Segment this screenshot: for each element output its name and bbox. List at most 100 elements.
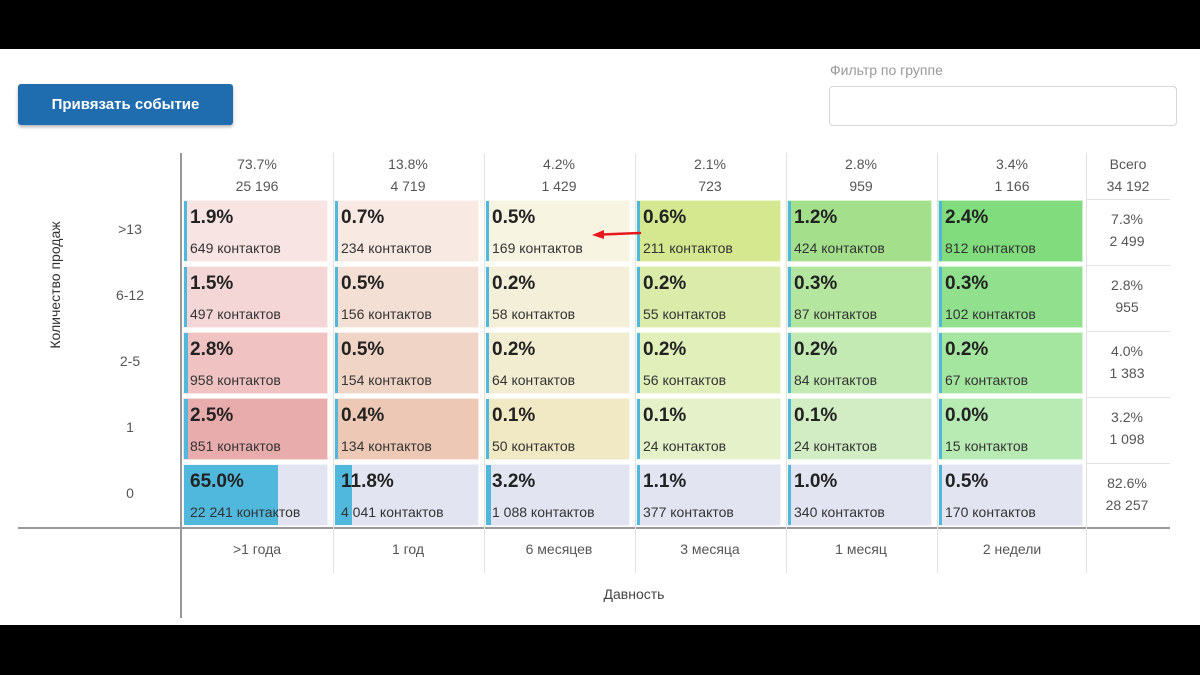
row-total: 4.0% 1 383 [1088,340,1166,384]
cell-contacts: 64 контактов [492,372,576,388]
cell-contacts: 87 контактов [794,306,878,322]
cell-contacts: 424 контактов [794,240,885,256]
group-filter-input[interactable] [829,86,1177,126]
cell-contacts: 22 241 контактов [190,504,301,520]
share-bar [184,201,187,261]
matrix-cell[interactable]: 0.2% 84 контактов [787,332,932,394]
arrow-annotation-icon [592,230,642,239]
share-bar [788,333,791,393]
cell-contacts: 812 контактов [945,240,1036,256]
matrix-cell[interactable]: 0.7% 234 контактов [334,200,479,262]
matrix-cell[interactable]: 0.0% 15 контактов [938,398,1083,460]
cell-share: 0.2% [643,273,687,294]
column-share: 2.8% [845,156,877,172]
cell-contacts: 55 контактов [643,306,727,322]
share-bar [335,465,352,525]
matrix-cell[interactable]: 0.1% 24 контактов [636,398,781,460]
column-count: 723 [698,178,722,194]
matrix-cell[interactable]: 1.2% 424 контактов [787,200,932,262]
matrix-cell[interactable]: 0.2% 67 контактов [938,332,1083,394]
row-total-count: 28 257 [1105,497,1149,513]
matrix-cell[interactable]: 0.6% 211 контактов [636,200,781,262]
cell-share: 0.4% [341,405,385,426]
share-bar [486,333,489,393]
cell-share: 0.0% [945,405,989,426]
matrix-cell[interactable]: 11.8% 4 041 контактов [334,464,479,526]
matrix-cell[interactable]: 2.5% 851 контактов [183,398,328,460]
cell-share: 65.0% [190,471,244,492]
matrix-cell[interactable]: 0.3% 87 контактов [787,266,932,328]
share-bar [335,201,338,261]
matrix-cell[interactable]: 1.1% 377 контактов [636,464,781,526]
matrix-cell[interactable]: 0.2% 58 контактов [485,266,630,328]
cell-contacts: 84 контактов [794,372,878,388]
cell-contacts: 154 контактов [341,372,432,388]
matrix-cell[interactable]: 0.5% 169 контактов [485,200,630,262]
column-separator [484,153,485,573]
grand-total-count: 34 192 [1106,178,1150,194]
column-count: 959 [849,178,873,194]
matrix-cell[interactable]: 1.9% 649 контактов [183,200,328,262]
share-bar [486,399,489,459]
y-axis-label: 0 [126,485,134,501]
cell-share: 0.5% [492,207,536,228]
matrix-cell[interactable]: 0.2% 55 контактов [636,266,781,328]
x-axis-label: 2 недели [982,541,1042,557]
bind-event-button[interactable]: Привязать событие [18,84,233,125]
column-share: 73.7% [237,156,277,172]
column-share: 2.1% [694,156,726,172]
matrix-cell[interactable]: 0.1% 24 контактов [787,398,932,460]
x-axis-title: Давность [603,586,665,602]
matrix-cell[interactable]: 2.4% 812 контактов [938,200,1083,262]
cell-contacts: 497 контактов [190,306,281,322]
matrix-cell[interactable]: 1.0% 340 контактов [787,464,932,526]
share-bar [788,201,791,261]
cell-share: 0.2% [794,339,838,360]
matrix-cell[interactable]: 1.5% 497 контактов [183,266,328,328]
matrix-cell[interactable]: 0.5% 154 контактов [334,332,479,394]
matrix-cell[interactable]: 0.1% 50 контактов [485,398,630,460]
matrix-cell[interactable]: 2.8% 958 контактов [183,332,328,394]
matrix-cell[interactable]: 0.5% 156 контактов [334,266,479,328]
matrix-cell[interactable]: 0.2% 64 контактов [485,332,630,394]
matrix-cell[interactable]: 0.4% 134 контактов [334,398,479,460]
cell-share: 0.6% [643,207,687,228]
row-total-count: 1 098 [1109,431,1145,447]
matrix-cell[interactable]: 0.2% 56 контактов [636,332,781,394]
share-bar [939,201,942,261]
column-header: 4.2% 1 429 [484,153,634,199]
share-bar [184,465,278,525]
cell-share: 1.9% [190,207,234,228]
cell-share: 0.1% [643,405,687,426]
share-bar [788,465,791,525]
row-total: 2.8% 955 [1088,274,1166,318]
share-bar [637,465,640,525]
cell-share: 1.5% [190,273,234,294]
matrix-cell[interactable]: 65.0% 22 241 контактов [183,464,328,526]
y-axis-label: 1 [126,419,134,435]
share-bar [637,399,640,459]
y-axis-title: Количество продаж [47,221,63,349]
cell-contacts: 234 контактов [341,240,432,256]
row-total-share: 2.8% [1111,277,1143,293]
share-bar [335,399,338,459]
share-bar [939,465,942,525]
group-filter-label: Фильтр по группе [830,62,943,78]
matrix-cell[interactable]: 0.3% 102 контактов [938,266,1083,328]
share-bar [939,399,942,459]
cell-contacts: 156 контактов [341,306,432,322]
y-axis-line [180,153,182,618]
share-bar [788,267,791,327]
share-bar [184,333,188,393]
cell-share: 2.5% [190,405,234,426]
share-bar [335,267,338,327]
row-total-share: 82.6% [1107,475,1147,491]
column-header: 73.7% 25 196 [182,153,332,199]
total-column-header: Всего 34 192 [1086,153,1170,199]
matrix-cell[interactable]: 3.2% 1 088 контактов [485,464,630,526]
cell-contacts: 958 контактов [190,372,281,388]
row-separator [1086,199,1170,200]
cell-contacts: 211 контактов [643,240,733,256]
matrix-cell[interactable]: 0.5% 170 контактов [938,464,1083,526]
cell-share: 2.4% [945,207,989,228]
